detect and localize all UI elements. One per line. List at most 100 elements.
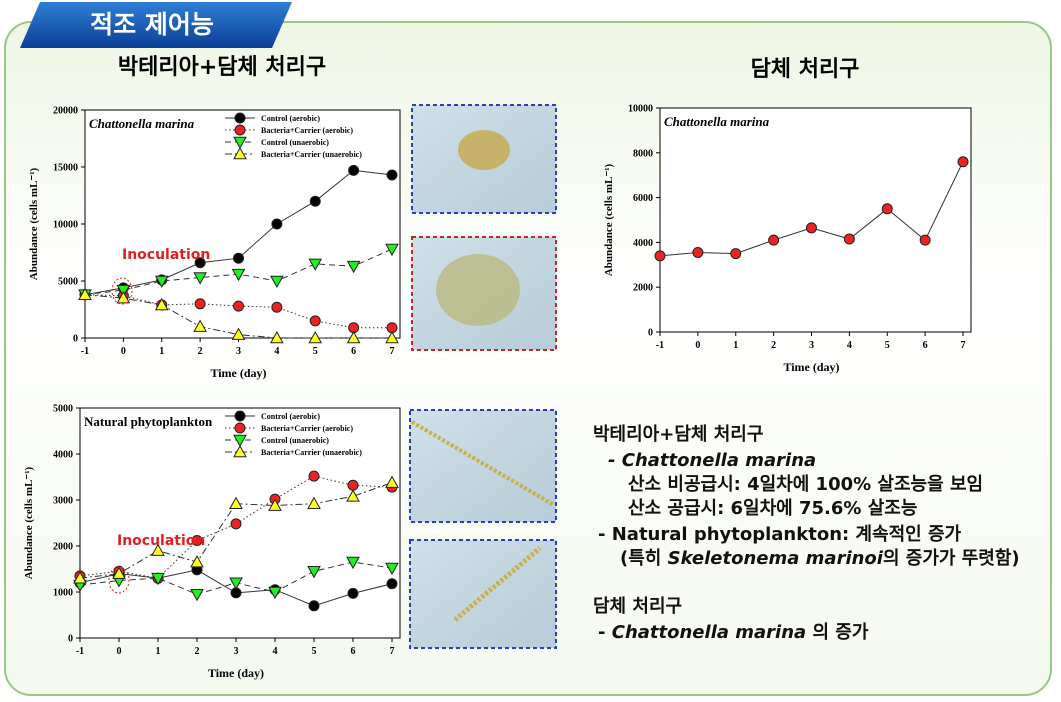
- summary-heading: 박테리아+담체 처리구: [593, 424, 763, 445]
- data-point: [308, 470, 320, 482]
- micrograph: [409, 409, 557, 523]
- data-point: [268, 498, 282, 511]
- x-axis-label: Time (day): [208, 666, 264, 680]
- data-point: [385, 475, 399, 488]
- y-tick-label: 2000: [53, 542, 73, 553]
- data-point: [348, 164, 360, 176]
- x-tick-label: 4: [273, 646, 278, 657]
- chart-title: 박테리아+담체 처리구: [118, 55, 326, 80]
- legend-label: Bacteria+Carrier (aerobic): [261, 424, 353, 433]
- y-axis-label: Abundance (cells mL⁻¹): [603, 163, 615, 276]
- data-point: [346, 330, 361, 344]
- y-tick-label: 4000: [633, 238, 653, 249]
- data-point: [194, 257, 206, 269]
- panel-label: Chattonella marina: [89, 116, 195, 131]
- data-point: [231, 327, 246, 340]
- data-point: [116, 291, 131, 304]
- panel-label: Natural phytoplankton: [84, 414, 213, 429]
- legend-marker: [234, 410, 246, 422]
- data-point: [151, 572, 165, 586]
- x-tick-label: -1: [656, 340, 664, 351]
- data-point: [307, 496, 321, 509]
- species-name: Chattonella marina: [612, 622, 806, 643]
- data-point: [346, 556, 360, 570]
- annotation: Inoculation: [117, 533, 205, 549]
- data-point: [308, 600, 320, 612]
- data-point: [347, 587, 359, 599]
- data-point: [193, 272, 207, 285]
- data-point: [919, 234, 931, 246]
- data-point: [268, 586, 282, 600]
- x-tick-label: 0: [117, 646, 122, 657]
- x-tick-label: 3: [234, 646, 239, 657]
- data-point: [346, 489, 360, 502]
- data-point: [270, 330, 284, 344]
- data-point: [194, 298, 206, 310]
- legend-marker: [233, 434, 247, 448]
- data-point: [385, 243, 399, 257]
- data-point: [229, 496, 243, 509]
- data-point: [270, 275, 284, 289]
- data-point: [191, 534, 203, 546]
- data-point: [654, 250, 666, 262]
- x-tick-label: 2: [771, 340, 776, 351]
- summary-line: 산소 비공급시: 4일차에 100% 살조능을 보임: [628, 474, 983, 495]
- y-axis-label: Abundance (cells mL⁻¹): [23, 466, 35, 579]
- y-tick-label: 20000: [53, 106, 78, 117]
- data-point: [233, 300, 244, 312]
- data-point: [881, 203, 893, 215]
- x-tick-label: 1: [733, 340, 738, 351]
- series-line: [79, 475, 393, 579]
- title-banner: [20, 2, 292, 48]
- data-point: [386, 578, 398, 590]
- x-axis-label: Time (day): [783, 360, 839, 374]
- legend-marker: [233, 146, 247, 160]
- data-point: [154, 275, 169, 289]
- data-point: [233, 252, 244, 264]
- data-point: [271, 218, 283, 230]
- x-tick-label: 6: [351, 646, 356, 657]
- data-point: [347, 479, 359, 491]
- summary-text: 박테리아+담체 처리구 - Chattonella marina 산소 비공급시…: [593, 424, 1020, 643]
- annotation: Inoculation: [122, 247, 210, 263]
- x-tick-label: 0: [695, 340, 700, 351]
- summary-line: (특히 Skeletonema marinoi의 증가가 뚜렷함): [620, 547, 1020, 569]
- inoculation-marker: [111, 277, 133, 305]
- data-point: [730, 248, 742, 260]
- data-point: [385, 562, 399, 576]
- cell-image: [436, 254, 520, 326]
- summary-line: - Natural phytoplankton: 계속적인 증가: [598, 524, 962, 545]
- y-tick-label: 5000: [58, 277, 78, 288]
- y-tick-label: 5000: [53, 404, 73, 415]
- y-axis-label: Abundance (cells mL⁻¹): [28, 167, 40, 280]
- y-tick-label: 10000: [53, 220, 78, 231]
- data-point: [73, 571, 87, 584]
- data-point: [190, 589, 204, 602]
- x-tick-label: 5: [312, 646, 317, 657]
- data-point: [843, 233, 855, 245]
- x-tick-label: 3: [809, 340, 814, 351]
- summary-species: - Chattonella marina: [608, 450, 816, 471]
- text-part: 의 증가가 뚜렷함): [883, 547, 1020, 569]
- y-tick-label: 15000: [53, 163, 78, 174]
- legend-marker: [234, 112, 246, 124]
- chart-title: 담체 처리구: [751, 57, 860, 82]
- data-point: [309, 315, 321, 327]
- data-point: [386, 169, 398, 181]
- data-point: [957, 156, 969, 168]
- x-tick-label: 4: [847, 340, 852, 351]
- legend-label: Control (unaerobic): [261, 138, 329, 147]
- cell-chain: [453, 546, 542, 622]
- data-point: [229, 577, 243, 590]
- x-tick-label: 4: [274, 346, 279, 357]
- x-tick-label: 1: [159, 346, 164, 357]
- y-tick-label: 4000: [53, 450, 73, 461]
- inoculation-marker: [108, 566, 130, 594]
- data-point: [190, 555, 204, 568]
- x-tick-label: 2: [198, 346, 203, 357]
- y-tick-label: 2000: [633, 283, 653, 294]
- plot-frame: [659, 107, 972, 333]
